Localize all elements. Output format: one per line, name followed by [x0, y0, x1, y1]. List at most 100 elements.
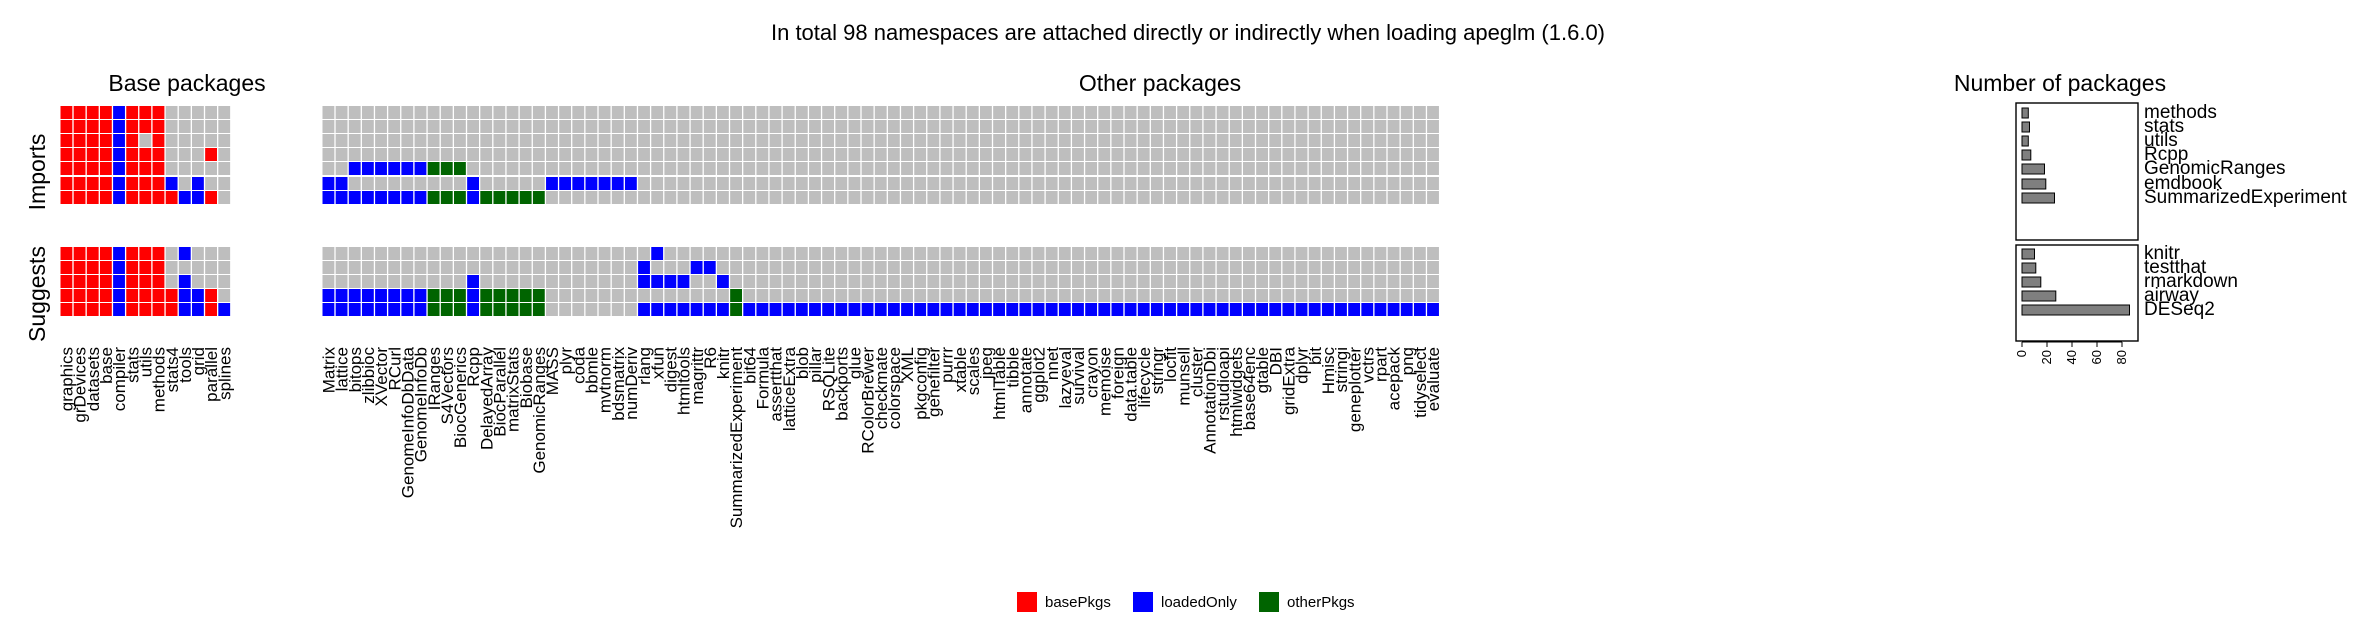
cell-airway-RSQLite: [822, 289, 835, 302]
cell-rmarkdown-plyr: [559, 275, 572, 288]
cell-airway-utils: [139, 289, 152, 302]
cell-knitr-dplyr: [1295, 247, 1308, 260]
cell-Rcpp-foreign: [1111, 148, 1124, 161]
cell-testthat-png: [1400, 261, 1413, 274]
cell-airway-rpart: [1374, 289, 1387, 302]
cell-stats-blob: [795, 120, 808, 133]
cell-Rcpp-colorspace: [887, 148, 900, 161]
cell-DESeq2-R6: [703, 303, 716, 316]
cell-methods-Rcpp: [467, 106, 479, 119]
cell-Rcpp-R6: [703, 148, 716, 161]
cell-GenomicRanges-tibble: [1006, 162, 1019, 175]
cell-emdbook-compiler: [113, 177, 125, 190]
cell-rmarkdown-cluster: [1190, 275, 1203, 288]
cell-rmarkdown-scales: [966, 275, 979, 288]
cell-knitr-jpeg: [980, 247, 992, 260]
cell-utils-plyr: [559, 134, 572, 147]
cell-methods-nnet: [1045, 106, 1058, 119]
cell-airway-acepack: [1387, 289, 1400, 302]
cell-testthat-evaluate: [1427, 261, 1439, 274]
cell-rmarkdown-datasets: [86, 275, 99, 288]
cell-rmarkdown-SummarizedExperiment: [730, 275, 742, 288]
cell-methods-DBI: [1269, 106, 1282, 119]
cell-utils-crayon: [1085, 134, 1098, 147]
col-label-xfun: xfun: [648, 347, 667, 379]
cell-SummarizedExperiment-data.table: [1124, 191, 1137, 204]
col-label-compiler: compiler: [110, 347, 129, 412]
col-label-scales: scales: [964, 347, 983, 395]
cell-GenomicRanges-utils: [139, 162, 152, 175]
cell-knitr-survival: [1072, 247, 1084, 260]
cell-rmarkdown-dplyr: [1295, 275, 1308, 288]
cell-testthat-grDevices: [73, 261, 86, 274]
cell-airway-latticeExtra: [782, 289, 795, 302]
cell-SummarizedExperiment-MASS: [546, 191, 558, 204]
cell-DESeq2-bdsmatrix: [611, 303, 624, 316]
cell-SummarizedExperiment-stats: [126, 191, 139, 204]
cell-DESeq2-XML: [901, 303, 913, 316]
cell-utils-GenomicRanges: [532, 134, 545, 147]
cell-rmarkdown-stats4: [165, 275, 178, 288]
cell-Rcpp-jpeg: [980, 148, 992, 161]
cell-SummarizedExperiment-pillar: [809, 191, 821, 204]
cell-emdbook-htmltools: [677, 177, 690, 190]
cell-Rcpp-XML: [901, 148, 913, 161]
cell-rmarkdown-GenomeInfoDbData: [401, 275, 414, 288]
cell-rmarkdown-bit: [1308, 275, 1321, 288]
cell-GenomicRanges-datasets: [86, 162, 99, 175]
cell-utils-RColorBrewer: [861, 134, 874, 147]
cell-SummarizedExperiment-checkmate: [874, 191, 887, 204]
cell-DESeq2-RCurl: [388, 303, 401, 316]
cell-utils-xtable: [953, 134, 966, 147]
cell-SummarizedExperiment-xfun: [651, 191, 664, 204]
cell-stats-rpart: [1374, 120, 1387, 133]
cell-utils-R6: [703, 134, 716, 147]
bar-knitr: [2021, 248, 2035, 260]
cell-GenomicRanges-backports: [835, 162, 848, 175]
cell-utils-latticeExtra: [782, 134, 795, 147]
cell-methods-zlibbioc: [361, 106, 374, 119]
cell-testthat-MASS: [546, 261, 558, 274]
cell-knitr-assertthat: [769, 247, 782, 260]
cell-SummarizedExperiment-rstudioapi: [1216, 191, 1229, 204]
cell-DESeq2-mvtnorm: [598, 303, 611, 316]
cell-rmarkdown-Hmisc: [1321, 275, 1334, 288]
cell-emdbook-bit: [1308, 177, 1321, 190]
cell-knitr-methods: [152, 247, 165, 260]
cell-methods-base: [99, 106, 112, 119]
cell-knitr-tidyselect: [1413, 247, 1426, 260]
col-label-Rcpp: Rcpp: [464, 347, 483, 387]
cell-knitr-bit64: [743, 247, 756, 260]
cell-Rcpp-bit64: [743, 148, 756, 161]
cell-DESeq2-nnet: [1045, 303, 1058, 316]
cell-testthat-Biobase: [519, 261, 532, 274]
col-label-bit64: bit64: [740, 347, 759, 384]
cell-GenomicRanges-knitr: [717, 162, 729, 175]
cell-utils-MASS: [546, 134, 558, 147]
cell-emdbook-data.table: [1124, 177, 1137, 190]
cell-rmarkdown-tools: [178, 275, 191, 288]
count-axis-tick-label: 40: [2064, 350, 2079, 364]
col-label-SummarizedExperiment: SummarizedExperiment: [727, 347, 746, 529]
cell-airway-GenomeInfoDb: [414, 289, 427, 302]
cell-SummarizedExperiment-colorspace: [887, 191, 900, 204]
cell-DESeq2-stringi: [1335, 303, 1347, 316]
cell-SummarizedExperiment-splines: [218, 191, 231, 204]
col-label-checkmate: checkmate: [872, 347, 891, 429]
cell-knitr-purrr: [940, 247, 953, 260]
cell-GenomicRanges-digest: [664, 162, 677, 175]
cell-stats-magrittr: [690, 120, 703, 133]
cell-SummarizedExperiment-Rcpp: [467, 191, 479, 204]
cell-methods-png: [1400, 106, 1413, 119]
cell-knitr-grid: [192, 247, 204, 260]
cell-utils-checkmate: [874, 134, 887, 147]
cell-rmarkdown-geneplotter: [1348, 275, 1361, 288]
cell-airway-R6: [703, 289, 716, 302]
cell-stats-RCurl: [388, 120, 401, 133]
cell-methods-bbmle: [585, 106, 598, 119]
cell-GenomicRanges-bbmle: [585, 162, 598, 175]
cell-GenomicRanges-Biobase: [519, 162, 532, 175]
cell-emdbook-coda: [572, 177, 585, 190]
cell-emdbook-RColorBrewer: [861, 177, 874, 190]
cell-GenomicRanges-graphics: [60, 162, 73, 175]
